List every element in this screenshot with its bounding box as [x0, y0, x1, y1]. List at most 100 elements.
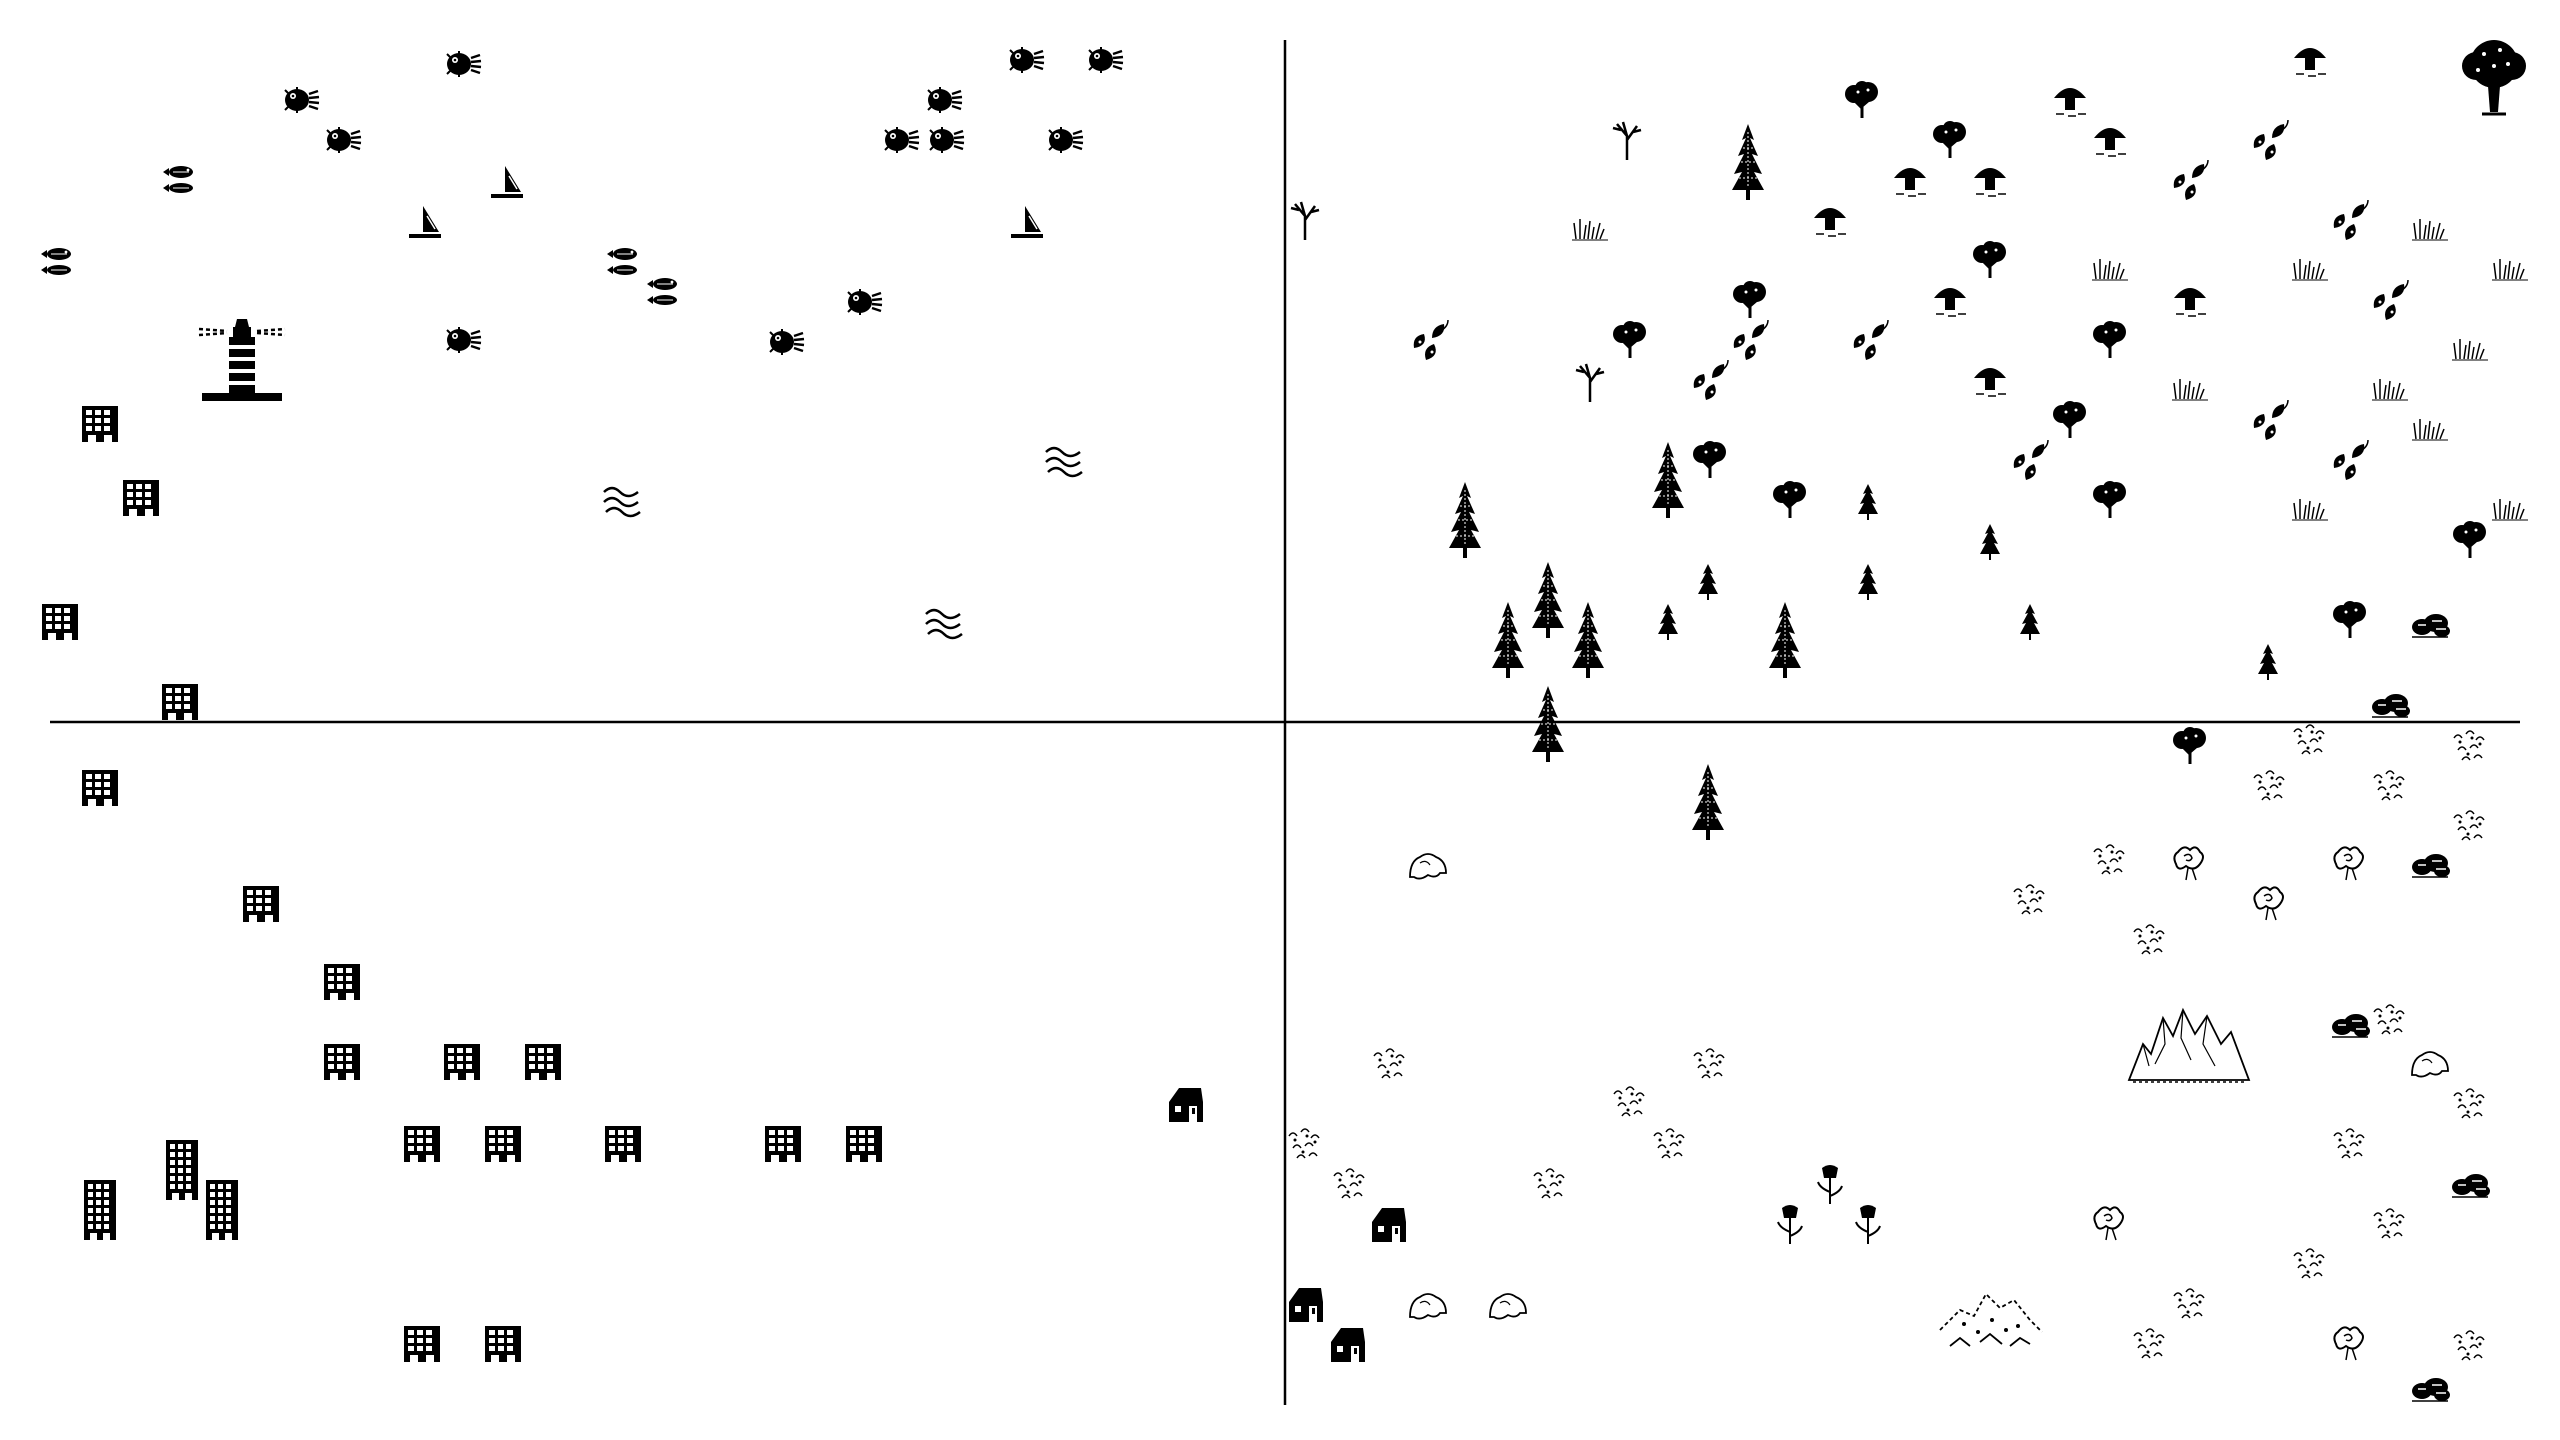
pufferfish-icon[interactable] — [928, 125, 965, 155]
pufferfish-icon[interactable] — [1008, 45, 1045, 75]
shrub-icon[interactable] — [1288, 1128, 1320, 1159]
conifer-icon[interactable] — [1768, 601, 1802, 679]
office-building-icon[interactable] — [82, 770, 118, 806]
sailboat-icon[interactable] — [408, 205, 442, 239]
rock-icon[interactable] — [1409, 1293, 1447, 1320]
grass-icon[interactable] — [2491, 498, 2529, 521]
office-building-icon[interactable] — [324, 1044, 360, 1080]
rock-icon[interactable] — [2411, 1051, 2449, 1078]
grass-icon[interactable] — [2371, 378, 2409, 401]
conifer-icon[interactable] — [1531, 685, 1565, 763]
small-conifer-icon[interactable] — [1858, 484, 1878, 520]
office-building-icon[interactable] — [123, 480, 159, 516]
fallen-leaves-icon[interactable] — [2372, 279, 2409, 321]
waves-icon[interactable] — [1044, 446, 1084, 478]
tall-building-icon[interactable] — [84, 1180, 116, 1240]
shrub-icon[interactable] — [1373, 1048, 1405, 1079]
bush-icon[interactable] — [2331, 1013, 2371, 1038]
big-tree-icon[interactable] — [2460, 38, 2528, 116]
flower-icon[interactable] — [1855, 1204, 1881, 1245]
deciduous-tree-icon[interactable] — [2171, 726, 2208, 766]
mushroom-icon[interactable] — [2093, 127, 2127, 157]
grass-icon[interactable] — [2491, 258, 2529, 281]
waves-icon[interactable] — [602, 486, 642, 518]
shrub-icon[interactable] — [2453, 1330, 2485, 1361]
cloud-swirl-icon[interactable] — [2333, 1326, 2364, 1361]
fish-school-icon[interactable] — [606, 247, 638, 276]
shrub-icon[interactable] — [2453, 1088, 2485, 1119]
conifer-icon[interactable] — [1491, 601, 1525, 679]
grass-icon[interactable] — [2411, 418, 2449, 441]
deciduous-tree-icon[interactable] — [1931, 120, 1968, 160]
mushroom-icon[interactable] — [1813, 207, 1847, 237]
cloud-swirl-icon[interactable] — [2093, 1206, 2124, 1241]
grass-icon[interactable] — [2291, 498, 2329, 521]
grass-icon[interactable] — [2411, 218, 2449, 241]
office-building-icon[interactable] — [525, 1044, 561, 1080]
office-building-icon[interactable] — [605, 1126, 641, 1162]
small-conifer-icon[interactable] — [2020, 604, 2040, 640]
conifer-icon[interactable] — [1731, 123, 1765, 201]
office-building-icon[interactable] — [82, 406, 118, 442]
fallen-leaves-icon[interactable] — [2332, 439, 2369, 481]
fish-school-icon[interactable] — [162, 165, 194, 194]
office-building-icon[interactable] — [324, 964, 360, 1000]
sailboat-icon[interactable] — [490, 165, 524, 199]
pufferfish-icon[interactable] — [768, 327, 805, 357]
deciduous-tree-icon[interactable] — [1691, 440, 1728, 480]
deciduous-tree-icon[interactable] — [1731, 280, 1768, 320]
flower-icon[interactable] — [1777, 1204, 1803, 1245]
office-building-icon[interactable] — [485, 1126, 521, 1162]
grass-icon[interactable] — [2171, 378, 2209, 401]
cloud-swirl-icon[interactable] — [2333, 846, 2364, 881]
office-building-icon[interactable] — [162, 684, 198, 720]
deciduous-tree-icon[interactable] — [2091, 480, 2128, 520]
tall-building-icon[interactable] — [206, 1180, 238, 1240]
small-conifer-icon[interactable] — [1980, 524, 2000, 560]
house-icon[interactable] — [1372, 1208, 1406, 1242]
office-building-icon[interactable] — [243, 886, 279, 922]
fallen-leaves-icon[interactable] — [1692, 359, 1729, 401]
conifer-icon[interactable] — [1571, 601, 1605, 679]
bush-icon[interactable] — [2411, 1377, 2451, 1402]
fallen-leaves-icon[interactable] — [1732, 319, 1769, 361]
deciduous-tree-icon[interactable] — [2451, 520, 2488, 560]
small-conifer-icon[interactable] — [1858, 564, 1878, 600]
fallen-leaves-icon[interactable] — [1412, 319, 1449, 361]
pufferfish-icon[interactable] — [1087, 45, 1124, 75]
office-building-icon[interactable] — [444, 1044, 480, 1080]
rock-icon[interactable] — [1409, 853, 1447, 880]
lighthouse-icon[interactable] — [197, 317, 287, 403]
mountain-icon[interactable] — [2128, 1009, 2250, 1083]
bush-icon[interactable] — [2411, 613, 2451, 638]
conifer-icon[interactable] — [1691, 763, 1725, 841]
fallen-leaves-icon[interactable] — [2252, 399, 2289, 441]
small-conifer-icon[interactable] — [2258, 644, 2278, 680]
house-icon[interactable] — [1289, 1288, 1323, 1322]
mushroom-icon[interactable] — [1973, 367, 2007, 397]
cloud-swirl-icon[interactable] — [2173, 846, 2204, 881]
mushroom-icon[interactable] — [1893, 167, 1927, 197]
deciduous-tree-icon[interactable] — [2331, 600, 2368, 640]
fallen-leaves-icon[interactable] — [2332, 199, 2369, 241]
office-building-icon[interactable] — [404, 1126, 440, 1162]
shrub-icon[interactable] — [2453, 810, 2485, 841]
bush-icon[interactable] — [2371, 693, 2411, 718]
office-building-icon[interactable] — [485, 1326, 521, 1362]
rock-icon[interactable] — [1489, 1293, 1527, 1320]
shrub-icon[interactable] — [2373, 1004, 2405, 1035]
mushroom-icon[interactable] — [2293, 47, 2327, 77]
office-building-icon[interactable] — [42, 604, 78, 640]
mushroom-icon[interactable] — [1933, 287, 1967, 317]
dead-tree-icon[interactable] — [1611, 120, 1643, 162]
shrub-icon[interactable] — [2293, 724, 2325, 755]
small-conifer-icon[interactable] — [1698, 564, 1718, 600]
deciduous-tree-icon[interactable] — [1611, 320, 1648, 360]
bush-icon[interactable] — [2451, 1173, 2491, 1198]
office-building-icon[interactable] — [404, 1326, 440, 1362]
dead-tree-icon[interactable] — [1289, 200, 1321, 242]
shrub-icon[interactable] — [2453, 730, 2485, 761]
pufferfish-icon[interactable] — [445, 49, 482, 79]
mushroom-icon[interactable] — [2053, 87, 2087, 117]
pufferfish-icon[interactable] — [445, 325, 482, 355]
